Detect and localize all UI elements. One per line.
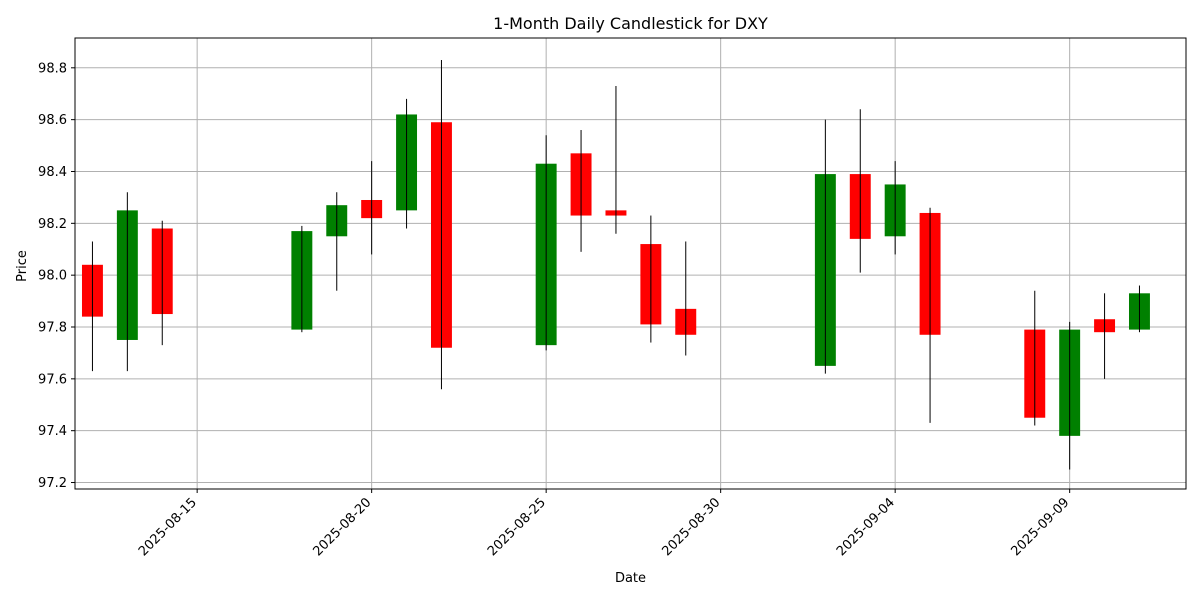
candle-down (605, 85, 627, 234)
grid-lines (75, 38, 1186, 489)
x-tick-label: 2025-09-04 (834, 495, 898, 559)
candle-up (116, 192, 138, 372)
x-tick-label: 2025-08-20 (310, 495, 374, 559)
y-axis-label: Price (15, 250, 30, 282)
candle-up (396, 98, 418, 229)
y-tick-label: 97.4 (38, 424, 67, 439)
candle-down (849, 109, 871, 273)
x-axis-label: Date (615, 571, 646, 586)
x-axis: 2025-08-15 2025-08-20 2025-08-25 2025-08-30… (136, 489, 1072, 559)
candle-down (919, 207, 941, 423)
candle-down (640, 215, 662, 343)
x-tick-label: 2025-08-15 (136, 495, 200, 559)
y-tick-label: 97.6 (38, 372, 67, 387)
candle-up (814, 119, 836, 374)
candle-down (151, 220, 173, 346)
y-tick-label: 98.8 (38, 61, 67, 76)
candle-down (361, 161, 383, 255)
y-tick-label: 98.6 (38, 113, 67, 128)
plot-frame (74, 37, 1187, 490)
candle-down (675, 241, 697, 356)
candle-up (1128, 285, 1150, 333)
x-tick-label: 2025-08-30 (659, 495, 723, 559)
candles (81, 60, 1150, 470)
y-tick-label: 98.0 (38, 269, 67, 284)
candle-down (430, 60, 452, 390)
candle-up (535, 135, 557, 351)
x-tick-label: 2025-08-25 (485, 495, 549, 559)
y-tick-label: 97.8 (38, 321, 67, 336)
candle-down (81, 241, 103, 372)
candle-down (1024, 290, 1046, 426)
y-tick-label: 98.2 (38, 217, 67, 232)
candle-up (291, 225, 313, 333)
chart-title: 1-Month Daily Candlestick for DXY (493, 14, 768, 33)
y-axis: 97.2 97.4 97.6 97.8 98.0 98.2 98.4 98.6 98.8 (38, 61, 75, 491)
x-tick-label: 2025-09-09 (1008, 495, 1072, 559)
candle-up (1059, 321, 1081, 470)
candle-up (326, 192, 348, 291)
y-tick-label: 97.2 (38, 476, 67, 491)
y-tick-label: 98.4 (38, 165, 67, 180)
candle-down (570, 130, 592, 252)
candle-down (1094, 293, 1116, 379)
candle-up (884, 161, 906, 255)
